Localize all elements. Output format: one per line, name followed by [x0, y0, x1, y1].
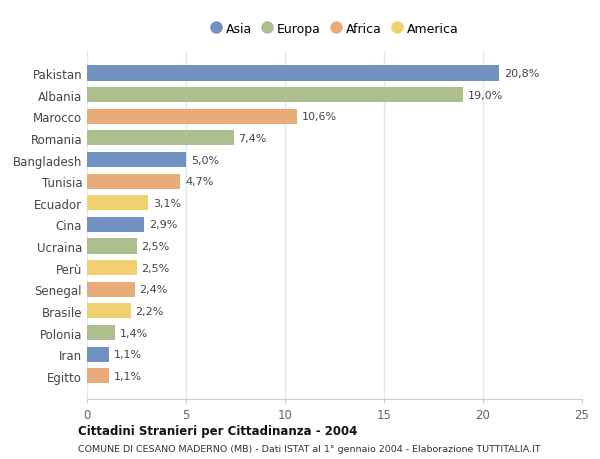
Text: 19,0%: 19,0%: [468, 90, 503, 101]
Bar: [87, 218, 145, 232]
Text: 4,7%: 4,7%: [185, 177, 214, 187]
Bar: [87, 153, 186, 168]
Bar: [87, 304, 131, 319]
Text: 2,2%: 2,2%: [136, 306, 164, 316]
Text: COMUNE DI CESANO MADERNO (MB) - Dati ISTAT al 1° gennaio 2004 - Elaborazione TUT: COMUNE DI CESANO MADERNO (MB) - Dati IST…: [78, 444, 541, 453]
Bar: [87, 67, 499, 81]
Text: 1,1%: 1,1%: [114, 371, 142, 381]
Legend: Asia, Europa, Africa, America: Asia, Europa, Africa, America: [206, 18, 463, 41]
Text: 1,4%: 1,4%: [119, 328, 148, 338]
Bar: [87, 131, 233, 146]
Bar: [87, 174, 180, 189]
Bar: [87, 369, 109, 383]
Bar: [87, 110, 297, 124]
Text: 2,9%: 2,9%: [149, 220, 178, 230]
Text: 3,1%: 3,1%: [154, 198, 181, 208]
Text: 2,5%: 2,5%: [142, 263, 170, 273]
Text: 1,1%: 1,1%: [114, 349, 142, 359]
Text: 5,0%: 5,0%: [191, 155, 219, 165]
Text: 7,4%: 7,4%: [238, 134, 267, 144]
Text: 2,4%: 2,4%: [139, 285, 168, 295]
Text: 20,8%: 20,8%: [504, 69, 539, 79]
Bar: [87, 347, 109, 362]
Text: 2,5%: 2,5%: [142, 241, 170, 252]
Text: Cittadini Stranieri per Cittadinanza - 2004: Cittadini Stranieri per Cittadinanza - 2…: [78, 424, 358, 437]
Text: 10,6%: 10,6%: [302, 112, 337, 122]
Bar: [87, 239, 137, 254]
Bar: [87, 282, 134, 297]
Bar: [87, 196, 148, 211]
Bar: [87, 88, 463, 103]
Bar: [87, 261, 137, 275]
Bar: [87, 325, 115, 340]
